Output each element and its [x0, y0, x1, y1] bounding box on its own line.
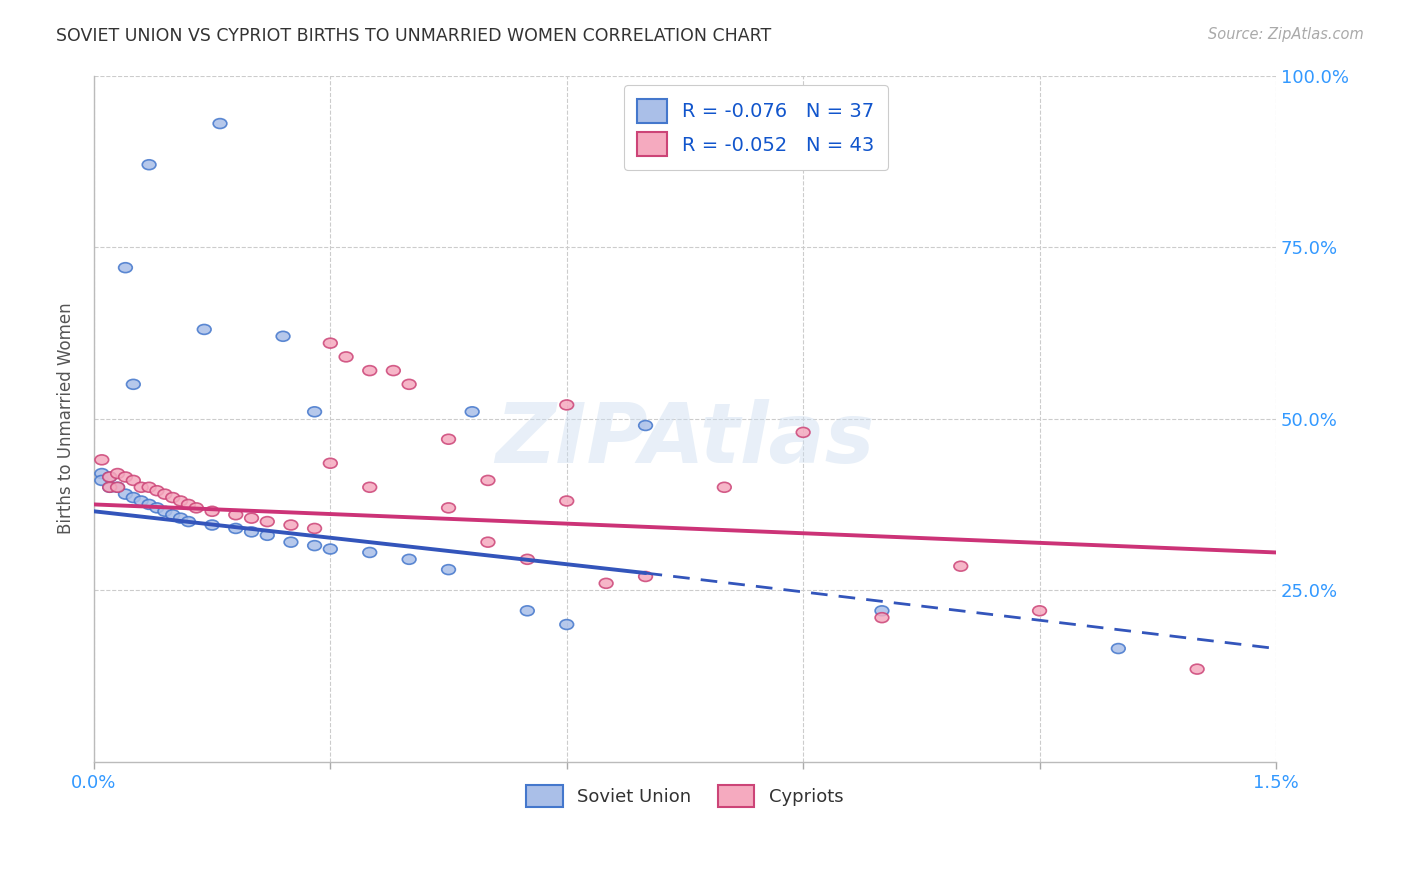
Ellipse shape — [363, 483, 377, 492]
Ellipse shape — [363, 548, 377, 558]
Ellipse shape — [103, 472, 117, 482]
Ellipse shape — [103, 483, 117, 492]
Ellipse shape — [308, 524, 322, 533]
Ellipse shape — [276, 331, 290, 342]
Ellipse shape — [875, 613, 889, 623]
Ellipse shape — [103, 472, 117, 482]
Ellipse shape — [174, 513, 187, 523]
Ellipse shape — [308, 407, 322, 417]
Ellipse shape — [135, 496, 148, 506]
Ellipse shape — [181, 500, 195, 509]
Ellipse shape — [560, 400, 574, 409]
Ellipse shape — [245, 513, 259, 523]
Ellipse shape — [166, 509, 180, 520]
Ellipse shape — [481, 475, 495, 485]
Ellipse shape — [284, 537, 298, 547]
Ellipse shape — [127, 475, 141, 485]
Ellipse shape — [150, 486, 165, 496]
Ellipse shape — [284, 520, 298, 530]
Ellipse shape — [560, 620, 574, 630]
Ellipse shape — [481, 537, 495, 547]
Ellipse shape — [875, 606, 889, 615]
Ellipse shape — [260, 516, 274, 526]
Ellipse shape — [308, 541, 322, 550]
Ellipse shape — [441, 565, 456, 574]
Ellipse shape — [245, 527, 259, 537]
Ellipse shape — [205, 507, 219, 516]
Ellipse shape — [118, 263, 132, 273]
Ellipse shape — [96, 468, 108, 478]
Ellipse shape — [402, 555, 416, 565]
Ellipse shape — [111, 483, 124, 492]
Ellipse shape — [214, 119, 226, 128]
Ellipse shape — [953, 561, 967, 571]
Ellipse shape — [363, 366, 377, 376]
Ellipse shape — [465, 407, 479, 417]
Ellipse shape — [142, 483, 156, 492]
Ellipse shape — [150, 503, 165, 513]
Ellipse shape — [387, 366, 401, 376]
Ellipse shape — [441, 434, 456, 444]
Ellipse shape — [127, 379, 141, 389]
Ellipse shape — [520, 555, 534, 565]
Ellipse shape — [142, 160, 156, 169]
Ellipse shape — [1112, 644, 1125, 654]
Ellipse shape — [166, 492, 180, 502]
Ellipse shape — [560, 496, 574, 506]
Ellipse shape — [190, 503, 204, 513]
Y-axis label: Births to Unmarried Women: Births to Unmarried Women — [58, 302, 75, 534]
Ellipse shape — [323, 458, 337, 468]
Ellipse shape — [157, 489, 172, 500]
Ellipse shape — [323, 338, 337, 348]
Legend: Soviet Union, Cypriots: Soviet Union, Cypriots — [519, 778, 851, 814]
Ellipse shape — [323, 544, 337, 554]
Ellipse shape — [229, 524, 243, 533]
Ellipse shape — [96, 475, 108, 485]
Ellipse shape — [520, 606, 534, 615]
Ellipse shape — [118, 472, 132, 482]
Ellipse shape — [1191, 665, 1204, 674]
Ellipse shape — [118, 489, 132, 500]
Ellipse shape — [96, 455, 108, 465]
Ellipse shape — [599, 578, 613, 589]
Ellipse shape — [197, 325, 211, 334]
Ellipse shape — [135, 483, 148, 492]
Ellipse shape — [103, 483, 117, 492]
Ellipse shape — [796, 427, 810, 437]
Ellipse shape — [260, 531, 274, 541]
Ellipse shape — [205, 520, 219, 530]
Text: ZIPAtlas: ZIPAtlas — [495, 399, 875, 480]
Ellipse shape — [174, 496, 187, 506]
Ellipse shape — [1033, 606, 1046, 615]
Ellipse shape — [142, 500, 156, 509]
Ellipse shape — [157, 507, 172, 516]
Ellipse shape — [402, 379, 416, 389]
Ellipse shape — [111, 468, 124, 478]
Ellipse shape — [339, 352, 353, 362]
Ellipse shape — [638, 572, 652, 582]
Text: Source: ZipAtlas.com: Source: ZipAtlas.com — [1208, 27, 1364, 42]
Ellipse shape — [638, 420, 652, 431]
Ellipse shape — [229, 509, 243, 520]
Ellipse shape — [717, 483, 731, 492]
Ellipse shape — [441, 503, 456, 513]
Ellipse shape — [127, 492, 141, 502]
Ellipse shape — [181, 516, 195, 526]
Ellipse shape — [111, 483, 124, 492]
Text: SOVIET UNION VS CYPRIOT BIRTHS TO UNMARRIED WOMEN CORRELATION CHART: SOVIET UNION VS CYPRIOT BIRTHS TO UNMARR… — [56, 27, 772, 45]
